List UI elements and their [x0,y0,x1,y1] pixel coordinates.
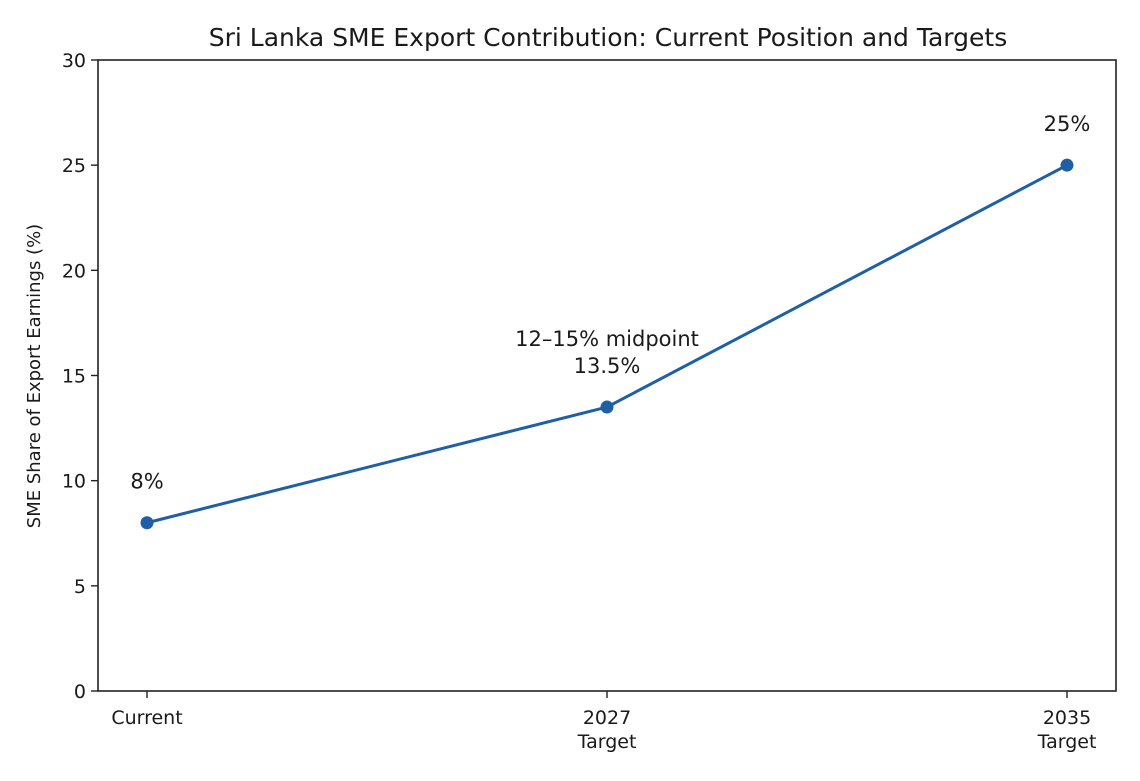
x-tick-label: Target [1037,731,1097,753]
y-tick-label: 20 [62,260,86,282]
x-tick-label: Target [577,731,637,753]
data-label: 12–15% midpoint [515,327,699,351]
x-tick-label: 2035 [1043,707,1091,729]
y-axis-label: SME Share of Export Earnings (%) [24,224,45,528]
data-point [1060,158,1074,172]
y-tick-label: 0 [74,681,86,703]
data-label: 13.5% [574,354,641,378]
x-tick-label: Current [111,707,182,729]
y-tick-label: 10 [62,471,86,493]
chart-title: Sri Lanka SME Export Contribution: Curre… [209,23,1007,52]
y-tick-label: 25 [62,155,86,177]
x-tick-label: 2027 [583,707,631,729]
y-tick-label: 15 [62,366,86,388]
data-point [140,516,154,530]
y-tick-label: 30 [62,50,86,72]
data-label: 25% [1044,112,1091,136]
data-label: 8% [130,470,163,494]
data-point [600,400,614,414]
y-tick-label: 5 [74,576,86,598]
